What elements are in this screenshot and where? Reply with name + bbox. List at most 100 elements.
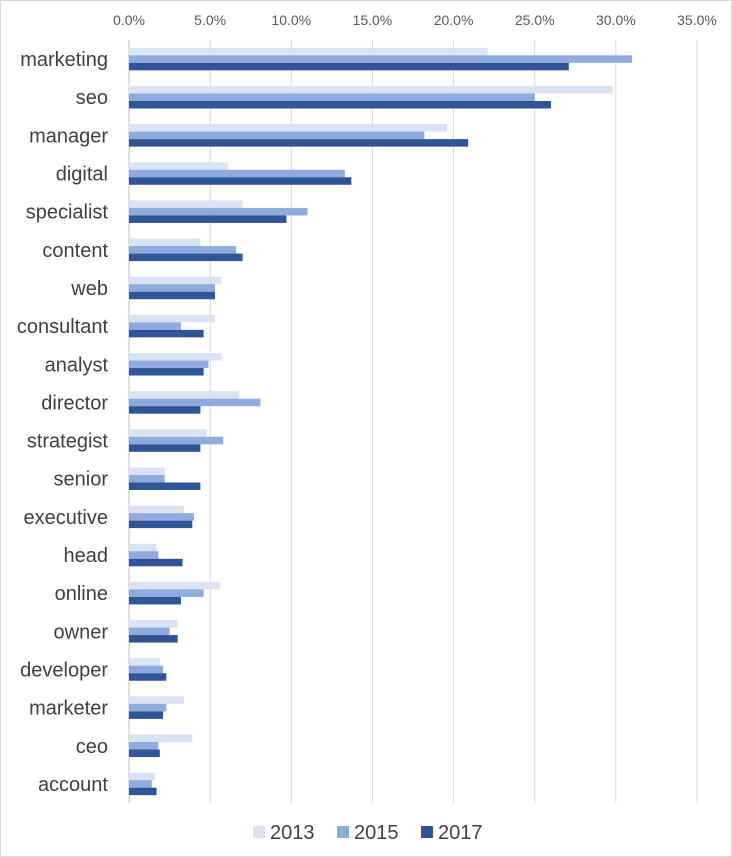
bar-specialist-2015 <box>129 207 308 216</box>
bar-digital-2015 <box>129 169 345 178</box>
bar-seo-2017 <box>129 100 551 109</box>
bar-content-2017 <box>129 253 243 262</box>
legend-swatch-2015 <box>337 826 349 838</box>
category-label: account <box>38 774 108 796</box>
bar-digital-2013 <box>129 162 228 170</box>
bar-ceo-2015 <box>129 742 159 750</box>
bar-developer-2017 <box>129 673 167 681</box>
bar-manager-2017 <box>129 139 469 147</box>
bar-owner-2013 <box>129 620 178 628</box>
bar-ceo-2017 <box>129 749 160 758</box>
bar-director-2013 <box>129 391 240 399</box>
bar-web-2017 <box>129 291 216 300</box>
bar-marketer-2015 <box>129 703 167 712</box>
bar-senior-2017 <box>129 482 201 490</box>
bar-senior-2013 <box>129 467 165 475</box>
bar-account-2015 <box>129 780 152 788</box>
bar-content-2015 <box>129 246 237 254</box>
legend-label-2015: 2015 <box>354 822 399 844</box>
bar-online-2013 <box>129 581 220 590</box>
bar-consultant-2013 <box>129 314 216 323</box>
x-tick-label: 35.0% <box>677 12 717 28</box>
x-tick-label: 10.0% <box>271 12 311 28</box>
bar-developer-2015 <box>129 665 164 674</box>
bar-analyst-2017 <box>129 368 204 376</box>
gridlines <box>128 40 698 803</box>
bar-executive-2015 <box>129 513 194 521</box>
bar-strategist-2013 <box>129 429 207 437</box>
category-label: consultant <box>17 316 109 338</box>
legend-swatch-2013 <box>253 826 265 838</box>
category-label: seo <box>76 87 108 109</box>
bar-director-2015 <box>129 398 261 407</box>
bar-director-2017 <box>129 406 201 414</box>
legend-label-2013: 2013 <box>270 822 315 844</box>
x-tick-label: 0.0% <box>113 12 145 28</box>
bar-seo-2015 <box>129 93 535 101</box>
bar-head-2015 <box>129 551 159 559</box>
bar-marketing-2013 <box>129 47 488 56</box>
bar-executive-2017 <box>129 520 193 529</box>
category-labels: marketing seo manager digital specialist cont… <box>17 49 109 796</box>
category-label: manager <box>29 125 108 147</box>
bar-online-2017 <box>129 596 181 605</box>
bar-consultant-2017 <box>129 329 204 338</box>
x-tick-label: 5.0% <box>194 12 226 28</box>
bar-content-2013 <box>129 238 201 247</box>
bar-account-2013 <box>129 772 155 781</box>
bar-analyst-2013 <box>129 353 222 361</box>
bar-analyst-2015 <box>129 360 209 369</box>
category-label: marketer <box>29 698 108 720</box>
category-label: strategist <box>27 431 109 453</box>
x-tick-label: 15.0% <box>353 12 393 28</box>
legend: 2013 2015 2017 <box>253 822 483 844</box>
bar-head-2017 <box>129 558 183 567</box>
category-label: online <box>55 583 108 605</box>
bar-specialist-2017 <box>129 215 287 223</box>
category-label: ceo <box>76 736 108 758</box>
category-label: director <box>41 392 108 414</box>
bar-head-2013 <box>129 543 157 552</box>
category-label: content <box>42 240 108 262</box>
bar-manager-2013 <box>129 124 448 132</box>
bar-owner-2015 <box>129 627 170 636</box>
bar-senior-2015 <box>129 474 165 483</box>
bars <box>129 47 633 796</box>
bar-strategist-2017 <box>129 444 201 452</box>
bar-ceo-2013 <box>129 734 193 743</box>
bar-marketing-2017 <box>129 62 569 71</box>
bar-web-2013 <box>129 276 222 285</box>
category-label: senior <box>54 469 109 491</box>
bar-owner-2017 <box>129 635 178 643</box>
legend-swatch-2017 <box>421 826 433 838</box>
category-label: owner <box>54 621 109 643</box>
category-label: developer <box>20 659 108 681</box>
bar-seo-2013 <box>129 85 613 94</box>
category-label: head <box>64 545 109 567</box>
bar-marketer-2013 <box>129 696 185 704</box>
bar-web-2015 <box>129 284 216 292</box>
category-label: web <box>70 278 108 300</box>
category-label: analyst <box>45 354 109 376</box>
bar-online-2015 <box>129 589 204 597</box>
x-axis-ticks: 0.0% 5.0% 10.0% 15.0% 20.0% 25.0% 30.0% 35.0% <box>113 12 717 28</box>
legend-label-2017: 2017 <box>438 822 483 844</box>
bar-consultant-2015 <box>129 322 181 330</box>
bar-digital-2017 <box>129 177 352 185</box>
bar-marketing-2015 <box>129 55 633 63</box>
bar-account-2017 <box>129 787 157 796</box>
category-label: digital <box>56 164 108 186</box>
bar-developer-2013 <box>129 658 160 666</box>
category-label: executive <box>24 507 109 529</box>
bar-strategist-2015 <box>129 436 224 445</box>
x-tick-label: 20.0% <box>434 12 474 28</box>
x-tick-label: 30.0% <box>596 12 636 28</box>
bar-manager-2015 <box>129 131 425 140</box>
category-label: specialist <box>26 202 109 224</box>
bar-marketer-2017 <box>129 711 164 719</box>
bar-specialist-2013 <box>129 200 243 208</box>
x-tick-label: 25.0% <box>515 12 555 28</box>
bar-executive-2013 <box>129 505 185 514</box>
